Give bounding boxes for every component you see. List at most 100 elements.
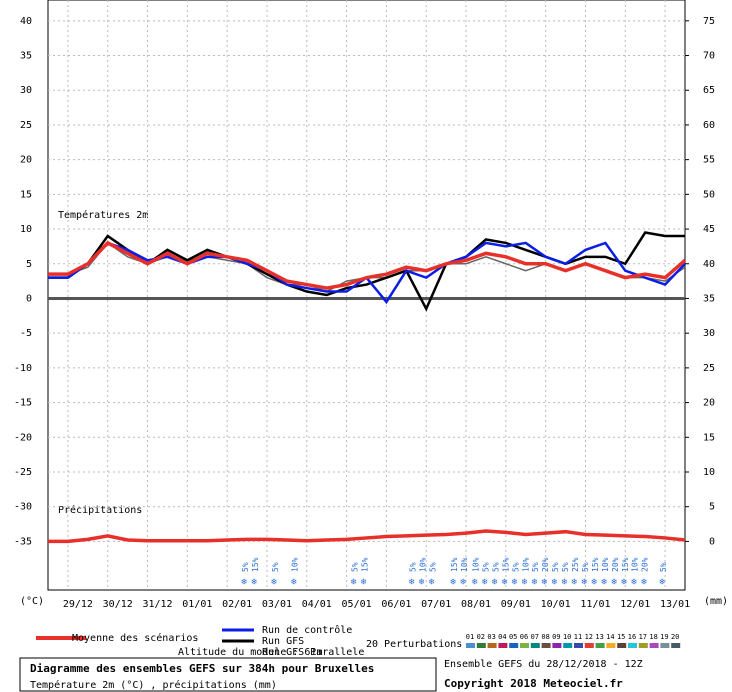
snow-percent: 10%: [521, 557, 530, 572]
snow-percent: 20%: [611, 557, 620, 572]
perturbation-swatch: [530, 643, 540, 648]
perturbation-swatch: [649, 643, 659, 648]
y-tick-label: 15: [20, 189, 32, 200]
x-tick-label: 30/12: [103, 599, 133, 610]
snow-icon: ❄: [591, 578, 597, 588]
snow-icon: ❄: [271, 578, 277, 588]
snow-icon: ❄: [631, 578, 637, 588]
snow-icon: ❄: [532, 578, 538, 588]
series-line: [48, 241, 686, 305]
snow-icon: ❄: [361, 578, 367, 588]
perturbation-swatch: [466, 643, 475, 648]
snow-icon: ❄: [291, 578, 297, 588]
perturbation-label: 07: [531, 633, 539, 641]
perturbation-swatch: [574, 643, 583, 648]
legend-label: Run GFS: [262, 636, 304, 647]
snow-icon: ❄: [572, 578, 578, 588]
snow-icon: ❄: [351, 578, 357, 588]
y2-tick-label: 65: [703, 85, 715, 96]
y-tick-label: 5: [26, 259, 32, 270]
snow-percent: 5%: [241, 562, 250, 572]
snow-icon: ❄: [241, 578, 247, 588]
snow-percent: 5%: [531, 562, 540, 572]
y2-tick-label: 40: [703, 259, 715, 270]
y2-tick-label: 60: [703, 120, 715, 131]
perturbation-swatch: [476, 643, 486, 648]
y-tick-label: 30: [20, 85, 32, 96]
y2-tick-label: 15: [703, 432, 715, 443]
legend-label: Run GFS Parallele: [262, 647, 364, 658]
title-box: [19, 657, 437, 692]
snow-icon: ❄: [542, 578, 548, 588]
snow-percent: 5%: [408, 562, 417, 572]
snow-percent: 5%: [659, 562, 668, 572]
y2-tick-label: 0: [709, 536, 715, 547]
perturbation-label: 04: [498, 633, 506, 641]
snow-percent: 10%: [631, 557, 640, 572]
perturbation-swatch: [584, 643, 594, 648]
snow-percent: 15%: [621, 557, 630, 572]
altitude: Altitude du modele : 61m: [178, 647, 323, 658]
run-info: Ensemble GEFS du 28/12/2018 - 12Z: [444, 659, 643, 670]
chart-subtitle: Température 2m (°C) , précipitations (mm…: [30, 679, 277, 691]
perturbation-label: 03: [487, 633, 495, 641]
chart-title: Diagramme des ensembles GEFS sur 384h po…: [30, 662, 374, 675]
snow-percent: 20%: [641, 557, 650, 572]
snow-icon: ❄: [450, 578, 456, 588]
y-tick-label: -25: [14, 467, 32, 478]
snow-percent: 15%: [360, 557, 369, 572]
series-line: [48, 529, 686, 544]
x-tick-label: 03/01: [262, 599, 292, 610]
perturbation-label: 01: [466, 633, 474, 641]
snow-icon: ❄: [419, 578, 425, 588]
perturbation-swatch: [520, 643, 529, 648]
snow-percent: 10%: [291, 557, 300, 572]
y2-tick-label: 20: [703, 398, 715, 409]
perturbation-swatch: [638, 643, 648, 648]
perturbation-swatch: [660, 643, 670, 648]
y-tick-label: -15: [14, 398, 32, 409]
snow-percent: 5%: [350, 562, 359, 572]
y-tick-label: -10: [14, 363, 32, 374]
y2-tick-label: 10: [703, 467, 715, 478]
snow-percent: 5%: [511, 562, 520, 572]
snow-icon: ❄: [659, 578, 665, 588]
snow-icon: ❄: [482, 578, 488, 588]
perturbation-label: 15: [617, 633, 625, 641]
snow-percent: 5%: [551, 562, 560, 572]
snow-icon: ❄: [562, 578, 568, 588]
snow-icon: ❄: [611, 578, 617, 588]
x-tick-label: 13/01: [660, 599, 690, 610]
perturbation-swatch: [563, 643, 573, 648]
snow-percent: 10%: [471, 557, 480, 572]
perturbations-label: 20 Perturbations: [366, 639, 462, 650]
y2-tick-label: 25: [703, 363, 715, 374]
perturbation-label: 19: [660, 633, 668, 641]
snow-icon: ❄: [460, 578, 466, 588]
perturbation-label: 09: [552, 633, 560, 641]
perturbation-swatch: [541, 643, 551, 648]
snow-icon: ❄: [552, 578, 558, 588]
x-tick-label: 05/01: [342, 599, 372, 610]
snow-percent: 5%: [428, 562, 437, 572]
perturbation-label: 16: [628, 633, 636, 641]
snow-percent: 5%: [561, 562, 570, 572]
perturbation-label: 12: [585, 633, 593, 641]
perturbation-swatch: [509, 643, 519, 648]
y2-tick-label: 30: [703, 328, 715, 339]
y-tick-label: -20: [14, 432, 32, 443]
legend-label: Run de contrôle: [262, 624, 352, 636]
y-tick-label: -5: [20, 328, 32, 339]
snow-percent: 10%: [418, 557, 427, 572]
snow-percent: 15%: [501, 557, 510, 572]
y2-unit: (mm): [704, 596, 728, 607]
perturbation-swatch: [595, 643, 605, 648]
x-tick-label: 09/01: [501, 599, 531, 610]
perturbation-label: 17: [639, 633, 647, 641]
x-tick-label: 12/01: [620, 599, 650, 610]
snow-percent: 25%: [571, 557, 580, 572]
y-tick-label: -30: [14, 502, 32, 513]
snow-percent: 5%: [271, 562, 280, 572]
y-tick-label: 10: [20, 224, 32, 235]
perturbation-swatch: [498, 643, 508, 648]
